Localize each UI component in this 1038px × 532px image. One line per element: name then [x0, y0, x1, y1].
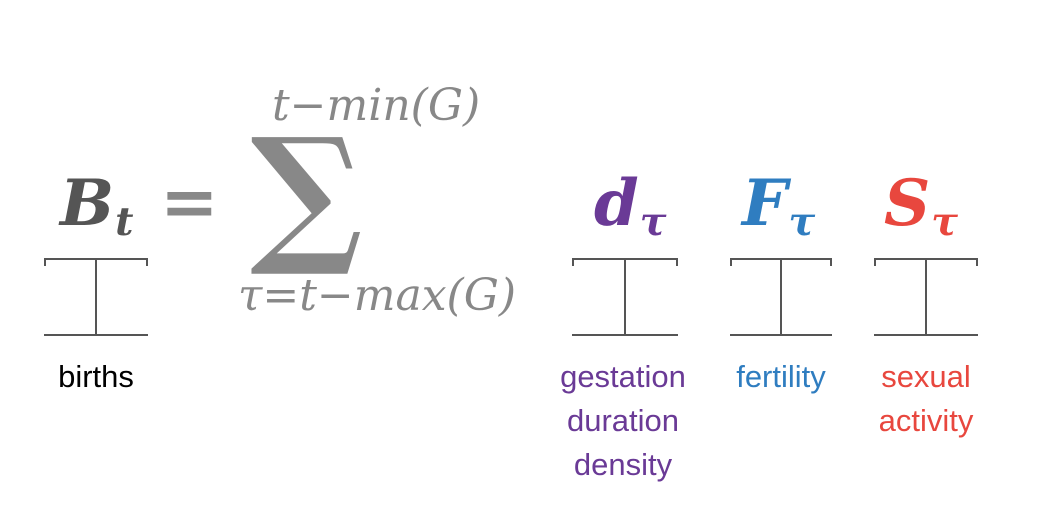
- gestation-var: d: [594, 166, 639, 241]
- births-symbol: Bt: [60, 166, 133, 245]
- sexual-symbol: Sτ: [884, 166, 958, 245]
- sexual-label: sexual activity: [860, 355, 992, 443]
- gestation-label-line: gestation: [560, 359, 686, 394]
- gestation-label: gestation duration density: [535, 355, 711, 487]
- gestation-label-line: duration: [566, 403, 680, 438]
- gestation-sub: τ: [639, 198, 667, 245]
- gestation-symbol: dτ: [594, 166, 666, 245]
- births-bracket: [44, 258, 148, 338]
- sexual-var: S: [884, 166, 931, 241]
- equals-sign: =: [160, 160, 219, 243]
- births-sub: t: [115, 198, 134, 245]
- births-label: births: [58, 359, 134, 394]
- gestation-bracket: [572, 258, 678, 338]
- sexual-sub: τ: [931, 198, 958, 245]
- sexual-bracket: [874, 258, 978, 338]
- births-var: B: [60, 166, 115, 241]
- sexual-label-line: activity: [878, 403, 974, 438]
- fertility-sub: τ: [788, 198, 816, 245]
- fertility-label: fertility: [736, 359, 826, 394]
- fertility-var: F: [742, 166, 788, 241]
- fertility-symbol: Fτ: [742, 166, 815, 245]
- upper-limit: t−min(G): [272, 80, 481, 131]
- lower-limit: τ=t−max(G): [238, 270, 517, 321]
- gestation-label-line: density: [573, 447, 673, 482]
- sigma-symbol: ∑: [250, 105, 363, 281]
- fertility-bracket: [730, 258, 832, 338]
- sexual-label-line: sexual: [881, 359, 971, 394]
